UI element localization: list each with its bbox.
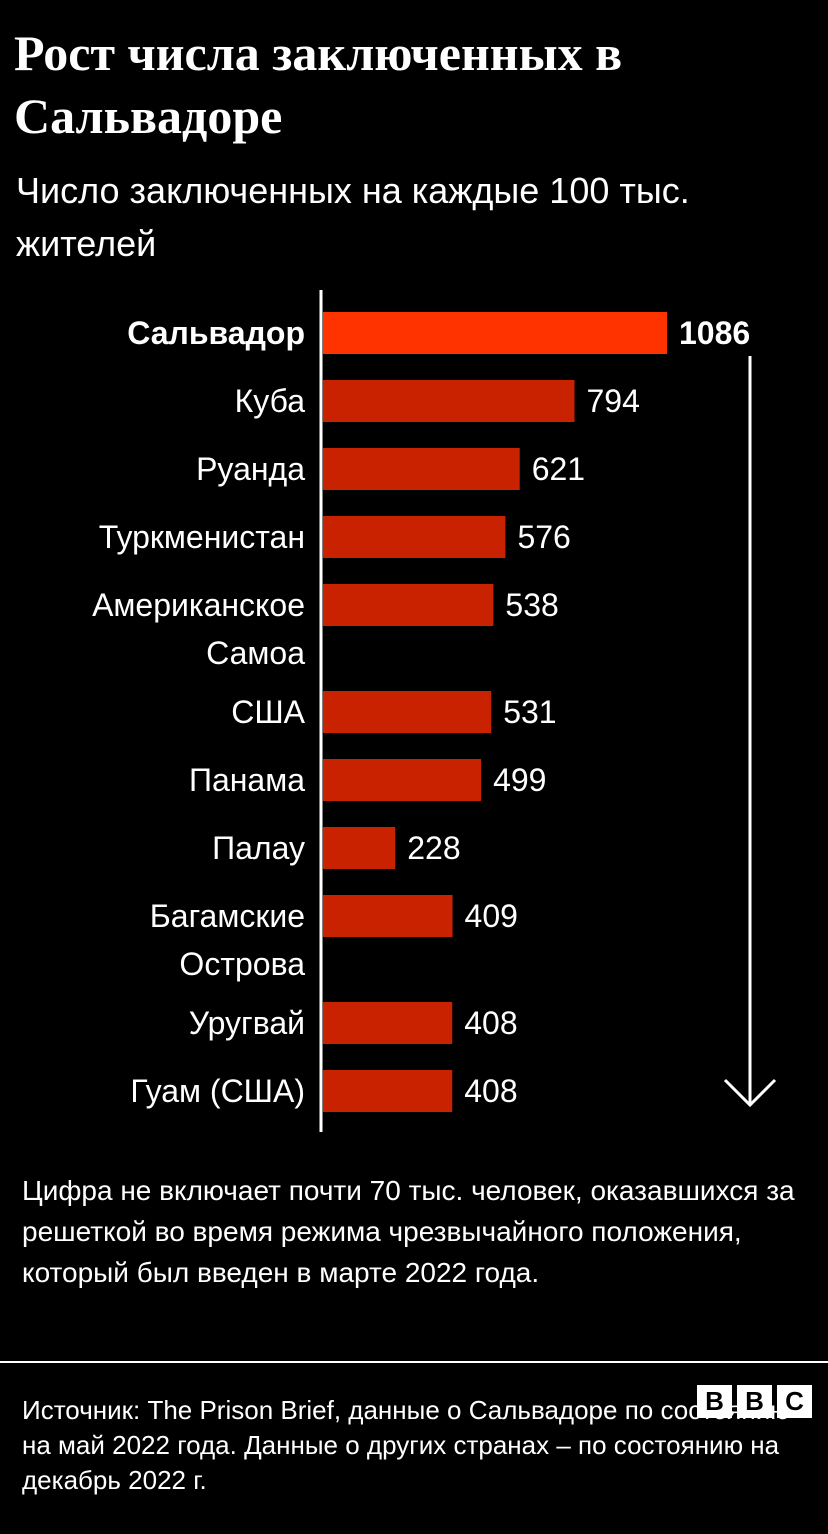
category-label: Панама <box>188 762 305 798</box>
value-label: 228 <box>407 830 461 866</box>
bar <box>323 312 667 354</box>
bar <box>323 759 482 801</box>
value-label: 408 <box>464 1005 518 1041</box>
bar <box>323 448 520 490</box>
value-label: 531 <box>503 694 557 730</box>
value-label: 408 <box>464 1073 518 1109</box>
separator <box>0 1361 828 1363</box>
chart-title: Рост числа заключенных в Сальвадоре <box>14 25 623 144</box>
bar <box>323 895 453 937</box>
category-label: Багамские Острова <box>149 898 305 982</box>
bar <box>323 1002 453 1044</box>
category-label: США <box>231 694 305 730</box>
arrow-head <box>723 1078 777 1108</box>
value-label: 499 <box>493 762 547 798</box>
logo-letter: C <box>777 1385 812 1418</box>
value-label: 538 <box>505 587 559 623</box>
category-label: Уругвай <box>188 1005 305 1041</box>
bar <box>323 691 492 733</box>
bar <box>323 584 494 626</box>
category-label: Руанда <box>196 451 305 487</box>
category-label: Туркменистан <box>98 519 305 555</box>
category-label: Сальвадор <box>127 315 305 351</box>
value-label: 409 <box>464 898 518 934</box>
chart-subtitle: Число заключенных на каждые 100 тыс. жит… <box>16 170 690 264</box>
bar <box>323 516 506 558</box>
source: Источник: The Prison Brief, данные о Сал… <box>22 1395 790 1495</box>
bar <box>323 827 396 869</box>
bar <box>323 1070 453 1112</box>
bar <box>323 380 575 422</box>
value-label: 621 <box>531 451 586 487</box>
category-label: Американское Самоа <box>92 587 305 671</box>
logo-letter: B <box>697 1385 732 1418</box>
value-label: 794 <box>586 383 640 419</box>
category-label: Гуам (США) <box>130 1073 305 1109</box>
note: Цифра не включает почти 70 тыс. человек,… <box>22 1175 795 1288</box>
category-label: Палау <box>212 830 305 866</box>
category-label: Куба <box>234 383 305 419</box>
value-label: 1086 <box>679 315 751 351</box>
value-label: 576 <box>517 519 571 555</box>
chart <box>319 290 777 1132</box>
logo-letter: B <box>737 1385 772 1418</box>
